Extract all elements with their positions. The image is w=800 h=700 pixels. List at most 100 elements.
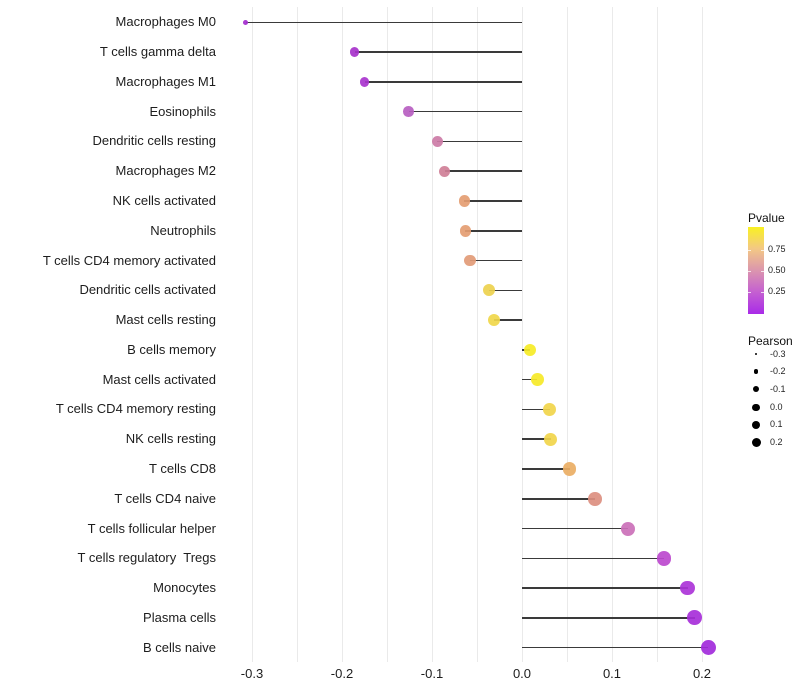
- y-axis-label: NK cells resting: [125, 431, 216, 447]
- gridline: [251, 7, 253, 662]
- y-axis-label: B cells memory: [127, 341, 216, 357]
- y-axis-label: Plasma cells: [143, 609, 216, 625]
- lollipop-dot: [349, 47, 360, 57]
- gridline: [701, 7, 703, 662]
- y-axis-label: Monocytes: [153, 580, 216, 596]
- lollipop-dot: [482, 284, 495, 297]
- y-axis-label: Macrophages M2: [115, 163, 216, 179]
- lollipop-dot: [463, 254, 476, 267]
- lollipop-stem: [464, 200, 522, 202]
- y-axis-label: T cells CD8: [149, 461, 216, 476]
- pearson-legend-dot: [751, 420, 761, 429]
- pvalue-tick-label: 0.25: [768, 286, 786, 296]
- y-axis-label: Neutrophils: [150, 222, 216, 238]
- lollipop-stem: [522, 378, 538, 381]
- lollipop-stem: [494, 319, 522, 321]
- lollipop-dot: [438, 165, 451, 177]
- lollipop-stem: [465, 229, 522, 232]
- y-axis-label: T cells regulatory Tregs: [77, 550, 216, 566]
- gridline: [296, 7, 298, 662]
- lollipop-dot: [656, 551, 672, 566]
- lollipop-dot: [700, 640, 716, 656]
- gridline: [341, 7, 343, 662]
- pvalue-tick-mark: [761, 270, 764, 272]
- pearson-legend-label: 0.0: [770, 401, 783, 412]
- pearson-legend-dot: [754, 352, 758, 356]
- pearson-legend-dot: [753, 386, 759, 393]
- lollipop-dot: [243, 19, 249, 25]
- lollipop-dot: [544, 432, 558, 446]
- pearson-legend-label: 0.1: [770, 419, 783, 430]
- lollipop-dot: [459, 224, 472, 237]
- pvalue-tick-mark: [748, 291, 751, 293]
- lollipop-stem: [522, 527, 629, 530]
- lollipop-stem: [522, 468, 570, 470]
- gridline: [566, 7, 568, 662]
- pearson-legend-dot: [752, 403, 760, 411]
- y-axis-label: T cells follicular helper: [87, 520, 216, 536]
- pvalue-tick-mark: [761, 291, 764, 293]
- lollipop-stem: [522, 408, 550, 411]
- lollipop-stem: [522, 497, 595, 500]
- gridline: [431, 7, 433, 662]
- pvalue-tick-label: 0.50: [768, 265, 786, 275]
- y-axis-label: T cells CD4 memory resting: [55, 401, 216, 417]
- pvalue-tick-label: 0.75: [768, 244, 786, 254]
- pearson-legend-label: -0.2: [770, 366, 786, 377]
- lollipop-stem: [444, 170, 522, 172]
- y-axis-label: NK cells activated: [112, 192, 216, 208]
- lollipop-dot: [458, 195, 471, 207]
- x-axis-tick-label: 0.1: [602, 666, 622, 681]
- lollipop-stem: [522, 617, 695, 619]
- lollipop-dot: [523, 343, 537, 357]
- gridline: [656, 7, 658, 662]
- lollipop-dot: [588, 492, 602, 506]
- y-axis-label: Eosinophils: [149, 103, 217, 119]
- pearson-legend-dot: [751, 438, 761, 447]
- lollipop-dot: [680, 580, 695, 596]
- x-axis-tick-label: 0.0: [512, 666, 532, 681]
- pearson-legend-dot: [753, 369, 759, 374]
- gridline: [521, 7, 523, 662]
- lollipop-stem: [469, 259, 522, 262]
- lollipop-stem: [364, 81, 522, 83]
- lollipop-stem: [522, 557, 665, 560]
- y-axis-label: Dendritic cells resting: [92, 133, 216, 149]
- y-axis-label: T cells gamma delta: [99, 44, 216, 60]
- y-axis-label: T cells CD4 memory activated: [42, 252, 216, 268]
- lollipop-stem: [488, 289, 522, 292]
- x-axis-tick-label: -0.3: [240, 666, 264, 681]
- lollipop-stem: [408, 110, 522, 113]
- lollipop-stem: [522, 646, 709, 649]
- pearson-legend-label: 0.2: [770, 437, 783, 447]
- lollipop-dot: [488, 314, 501, 327]
- lollipop-dot: [563, 462, 577, 476]
- lollipop-stem: [522, 587, 688, 589]
- y-axis-label: Dendritic cells activated: [79, 282, 216, 298]
- lollipop-dot: [431, 135, 443, 147]
- lollipop-stem: [354, 51, 522, 53]
- pearson-legend-label: -0.3: [770, 348, 786, 359]
- gridline: [476, 7, 478, 662]
- lollipop-dot: [530, 373, 544, 387]
- lollipop-dot: [543, 402, 557, 416]
- gridline: [386, 7, 388, 662]
- y-axis-label: Mast cells resting: [115, 312, 216, 328]
- pearson-legend-title: Pearson: [748, 334, 793, 348]
- lollipop-dot: [621, 521, 636, 536]
- x-axis-tick-label: -0.1: [420, 666, 444, 681]
- pearson-legend-label: -0.1: [770, 383, 786, 394]
- pvalue-tick-mark: [748, 249, 751, 251]
- x-axis-tick-label: -0.2: [330, 666, 354, 681]
- lollipop-stem: [245, 21, 522, 24]
- pvalue-tick-mark: [761, 249, 764, 251]
- pvalue-colorbar: [748, 227, 764, 314]
- lollipop-stem: [522, 438, 551, 440]
- gridline: [611, 7, 613, 662]
- lollipop-dot: [687, 610, 703, 626]
- pvalue-tick-mark: [748, 270, 751, 272]
- x-axis-tick-label: 0.2: [692, 666, 712, 681]
- lollipop-stem: [437, 140, 522, 143]
- lollipop-dot: [359, 77, 370, 87]
